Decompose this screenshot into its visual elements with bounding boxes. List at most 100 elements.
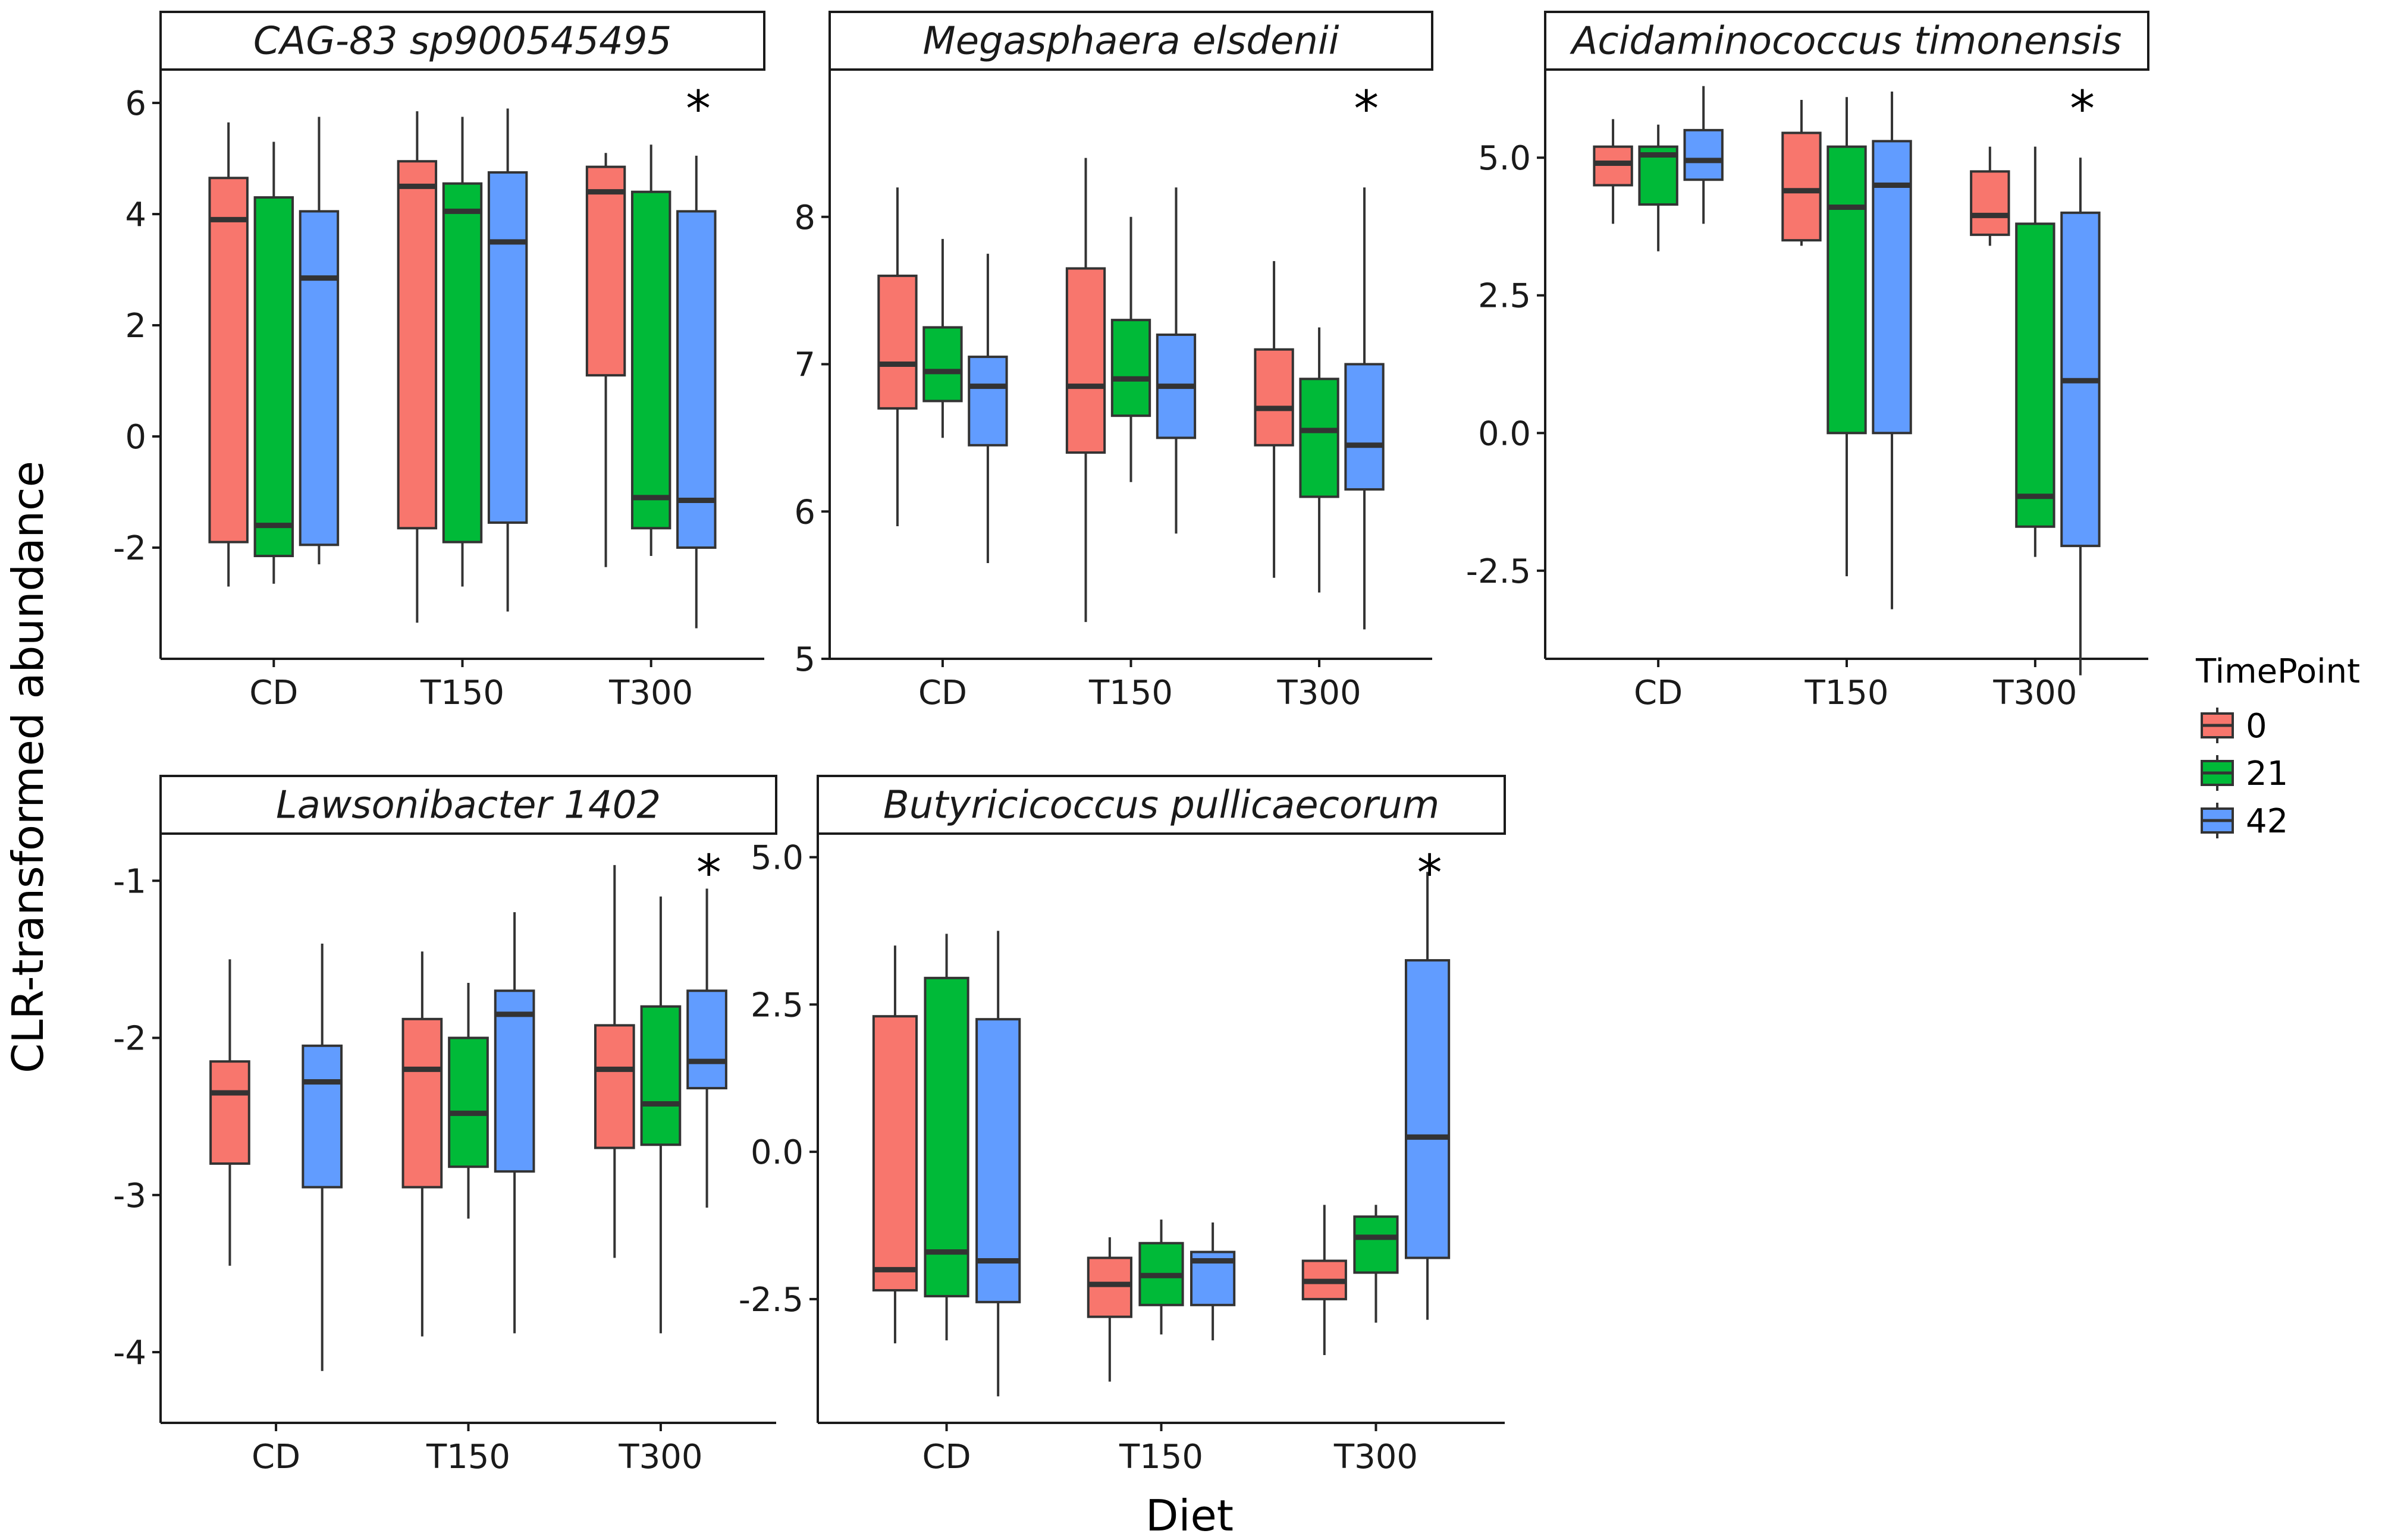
box-iqr [1065, 267, 1106, 454]
box-plot [872, 945, 918, 1344]
box-plot [686, 888, 727, 1208]
y-tick-label: -2.5 [739, 1281, 804, 1319]
box-plot [1353, 1205, 1399, 1323]
box-iqr [401, 1017, 443, 1189]
box-iqr [594, 1024, 635, 1149]
y-tick-label: -2.5 [1466, 552, 1531, 591]
x-tick-label: T300 [1333, 1438, 1418, 1476]
box-plot [1110, 216, 1151, 482]
x-tick-label: T150 [1088, 674, 1173, 712]
box-plot [877, 187, 918, 527]
x-tick-label: T150 [426, 1438, 510, 1476]
box-iqr [676, 210, 717, 549]
box-plot [1344, 187, 1385, 630]
box-plot [1872, 92, 1912, 609]
y-tick-label: 8 [794, 199, 815, 237]
x-tick-label: T300 [618, 1438, 702, 1476]
box-plot [1254, 261, 1294, 578]
box-iqr [209, 1060, 250, 1165]
box-plot [1781, 99, 1822, 246]
significance-star: * [1354, 80, 1379, 138]
box-plot [2015, 146, 2055, 557]
x-tick-label: T300 [1992, 674, 2077, 712]
box-iqr [872, 1015, 918, 1292]
x-tick-label: T150 [1119, 1438, 1203, 1476]
y-tick-label: -1 [113, 862, 146, 901]
x-tick-label: CD [252, 1438, 300, 1476]
box-iqr [630, 190, 671, 530]
box-plot [1301, 1205, 1347, 1356]
box-plot [975, 931, 1021, 1397]
box-iqr [1826, 145, 1867, 435]
legend: TimePoint 0 21 42 [2195, 652, 2360, 841]
y-tick-label: 0 [125, 418, 146, 457]
box-plot [448, 983, 489, 1219]
box-plot [494, 912, 535, 1334]
box-iqr [2015, 222, 2055, 528]
box-plot [924, 934, 969, 1341]
box-iqr [1299, 378, 1339, 498]
y-tick-label: 2.5 [1478, 277, 1531, 316]
y-tick-label: 0.0 [751, 1133, 804, 1172]
box-iqr [1593, 145, 1633, 187]
y-tick-label: 6 [125, 84, 146, 123]
x-tick-label: CD [922, 1438, 971, 1476]
box-iqr [442, 182, 483, 543]
box-iqr [922, 326, 963, 403]
box-iqr [448, 1036, 489, 1168]
y-tick-label: 5 [794, 640, 815, 679]
significance-star: * [686, 80, 711, 138]
box-iqr [302, 1044, 343, 1189]
box-iqr [1781, 131, 1822, 242]
box-plot [1683, 86, 1724, 224]
box-iqr [1970, 170, 2010, 236]
legend-key: 0 [2201, 707, 2267, 746]
box-iqr [1353, 1215, 1399, 1274]
box-plot [208, 122, 249, 587]
box-plot [1299, 327, 1339, 593]
y-tick-label: 2 [125, 307, 146, 345]
significance-star: * [1417, 844, 1442, 902]
facet-panel: Lawsonibacter 1402 -4 -3 -2 -1 CD T150 T300 * [113, 775, 777, 1476]
box-iqr [397, 160, 438, 530]
facet-strip [1544, 11, 2149, 71]
y-axis-title: CLR-transformed abundance [3, 461, 53, 1073]
facet-strip [159, 11, 765, 71]
facet-title: Butyricicoccus pullicaecorum [883, 784, 1439, 828]
facet-panel: CAG-83 sp900545495 -2 0 2 4 6 CD T150 T300 * [113, 11, 765, 712]
x-tick-label: T150 [420, 674, 504, 712]
box-iqr [1110, 319, 1151, 417]
facet-title: Lawsonibacter 1402 [276, 784, 661, 828]
box-iqr [1254, 348, 1294, 447]
facet-strip [828, 11, 1433, 71]
y-tick-label: 7 [794, 346, 815, 385]
box-plot [594, 865, 635, 1258]
facet-title: CAG-83 sp900545495 [253, 20, 671, 64]
legend-keys: 0 21 42 [2201, 707, 2288, 841]
box-iqr [299, 210, 340, 546]
box-plot [299, 117, 340, 565]
box-plot [630, 144, 671, 557]
facet-title: Megasphaera elsdenii [922, 20, 1339, 64]
box-plot [1404, 872, 1451, 1320]
box-plot [1156, 187, 1197, 534]
box-plot [1065, 158, 1106, 623]
x-axis-title: Diet [1146, 1491, 1234, 1540]
box-plot [401, 951, 443, 1337]
box-iqr [686, 989, 727, 1090]
legend-key: 21 [2201, 755, 2288, 793]
y-tick-label: 0.0 [1478, 414, 1531, 453]
box-iqr [208, 177, 249, 543]
box-iqr [487, 171, 528, 524]
y-tick-label: 4 [125, 196, 146, 234]
box-plot [209, 959, 250, 1266]
facet-title: Acidaminococcus timonensis [1570, 20, 2122, 64]
facet-strip [159, 775, 777, 835]
box-plot [1190, 1222, 1236, 1341]
y-tick-label: -2 [113, 529, 146, 568]
box-iqr [968, 356, 1008, 447]
box-plot [442, 117, 483, 587]
legend-label: 42 [2246, 802, 2288, 841]
box-plot [676, 155, 717, 628]
box-plot [1826, 97, 1867, 577]
